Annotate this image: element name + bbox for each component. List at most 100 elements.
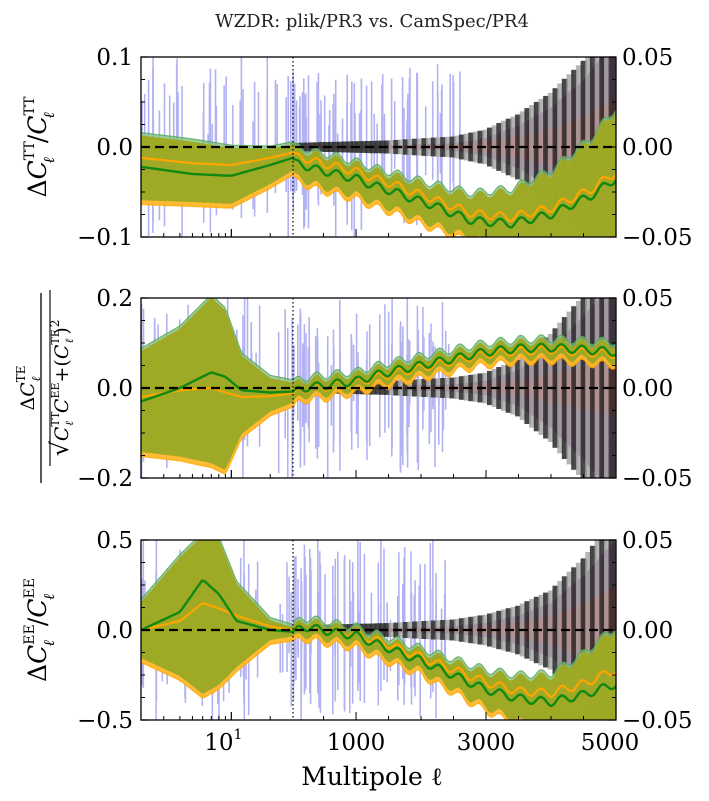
left-tick-label: −0.2 <box>77 466 133 492</box>
x-tick-label: 5000 <box>581 730 640 756</box>
error-bar <box>571 567 578 693</box>
y-axis-label-te: ΔCTEℓ√CTTℓCEE+(CTEℓ)2 <box>14 290 76 483</box>
error-bar <box>430 620 438 640</box>
error-bar <box>444 377 452 399</box>
error-bar <box>501 120 508 174</box>
error-bar <box>402 380 410 396</box>
right-tick-label: −0.05 <box>622 466 692 492</box>
error-bar <box>472 131 480 163</box>
error-bar <box>374 381 382 395</box>
right-tick-label: −0.05 <box>622 225 692 251</box>
band-green-te <box>141 298 616 469</box>
right-tick-label: 0.05 <box>622 45 673 71</box>
error-bar <box>585 298 592 478</box>
error-bar <box>487 370 494 406</box>
error-bar <box>416 379 424 397</box>
error-bar <box>444 136 452 158</box>
error-bar <box>543 337 550 439</box>
band-edge-lower-te <box>141 356 616 475</box>
error-bar <box>430 137 438 157</box>
band-olive-ee <box>141 540 616 720</box>
error-bar <box>515 114 522 180</box>
left-tick-label: 0.1 <box>96 45 133 71</box>
right-tick-label: −0.05 <box>622 708 692 734</box>
error-bar <box>388 622 396 638</box>
error-bar <box>557 581 564 680</box>
band-edge-upper-ee <box>141 540 616 679</box>
error-bar <box>501 609 508 651</box>
error-bar <box>599 298 606 478</box>
left-tick-label: 0.5 <box>96 528 133 554</box>
error-bar <box>458 134 466 160</box>
right-tick-label: 0.05 <box>622 286 673 312</box>
error-bar <box>529 599 536 661</box>
error-bar <box>529 105 536 189</box>
error-bar <box>444 619 452 641</box>
band-edge-lower-ee <box>141 636 507 720</box>
chart-title: WZDR: plik/PR3 vs. CamSpec/PR4 <box>215 11 529 32</box>
right-tick-label: 0.05 <box>622 528 673 554</box>
left-tick-label: 0.0 <box>96 618 133 644</box>
error-bar <box>402 622 410 638</box>
error-bar <box>571 69 578 225</box>
green-mean-line-ee <box>141 579 616 708</box>
y-label-text: ΔCEE ℓ/CEE ℓ <box>22 578 58 682</box>
panel-tt: −0.1 0.0 0.1 −0.05 0.00 0.05 ΔCTT ℓ/CTT ℓ <box>22 45 692 251</box>
error-bar <box>529 348 536 428</box>
y-label-text: ΔCTT ℓ/CTT ℓ <box>22 96 58 198</box>
green-mean-line-tt <box>141 156 616 229</box>
y-axis-label-ee: ΔCEE ℓ/CEE ℓ <box>22 578 58 682</box>
error-bar <box>557 83 564 211</box>
y-label-denominator: √CTTℓCEE+(CTEℓ)2 <box>46 320 76 457</box>
error-bar <box>430 378 438 398</box>
error-bar <box>515 359 522 417</box>
x-axis-title: Multipole ℓ <box>301 762 443 791</box>
error-bar <box>388 140 396 154</box>
left-tick-label: 0.2 <box>96 286 133 312</box>
panel-ee: −0.5 0.0 0.5 −0.05 0.00 0.05 ΔCEE ℓ/CEE ℓ <box>22 528 692 734</box>
error-bar <box>515 605 522 655</box>
panel-te: −0.2 0.0 0.2 −0.05 0.00 0.05 ΔCTEℓ√CTTℓCEE+(CT… <box>14 286 692 492</box>
error-bar <box>346 141 353 153</box>
band-edge-upper-tt <box>141 109 616 197</box>
error-bar <box>458 376 466 400</box>
right-tick-label: 0.00 <box>622 376 673 402</box>
error-bar <box>472 616 480 644</box>
error-bar <box>374 140 382 154</box>
error-bar <box>487 127 494 167</box>
band-edge-lower-tt <box>141 174 464 237</box>
error-bar <box>487 613 494 647</box>
error-bar <box>416 621 424 639</box>
error-bar <box>557 322 564 454</box>
left-tick-label: −0.1 <box>77 225 133 251</box>
error-bar <box>458 618 466 642</box>
right-tick-label: 0.00 <box>622 135 673 161</box>
error-bar <box>585 552 592 708</box>
x-tick-label: 3000 <box>457 730 516 756</box>
error-bar <box>543 95 550 199</box>
y-axis-label-tt: ΔCTT ℓ/CTT ℓ <box>22 96 58 198</box>
error-bar <box>332 141 339 153</box>
band-olive-te <box>141 298 616 470</box>
band-edge-upper-te <box>141 298 616 382</box>
left-tick-label: −0.5 <box>77 708 133 734</box>
left-tick-label: 0.0 <box>96 376 133 402</box>
green-mean-line-te <box>141 342 616 403</box>
error-bar <box>360 141 367 153</box>
error-bar <box>304 142 311 152</box>
error-bar <box>388 380 396 396</box>
error-bar <box>402 139 410 155</box>
x-tick-label: 101 <box>204 727 242 756</box>
error-bar <box>416 138 424 156</box>
x-tick-label: 1000 <box>327 730 386 756</box>
error-bar <box>318 142 325 152</box>
band-olive-tt <box>141 112 616 237</box>
error-bar <box>599 540 606 720</box>
right-tick-label: 0.00 <box>622 618 673 644</box>
orange-mean-line-tt <box>141 151 616 223</box>
error-bar <box>571 306 578 470</box>
error-bar <box>543 592 550 668</box>
error-bar <box>501 365 508 411</box>
error-bar <box>472 374 480 402</box>
